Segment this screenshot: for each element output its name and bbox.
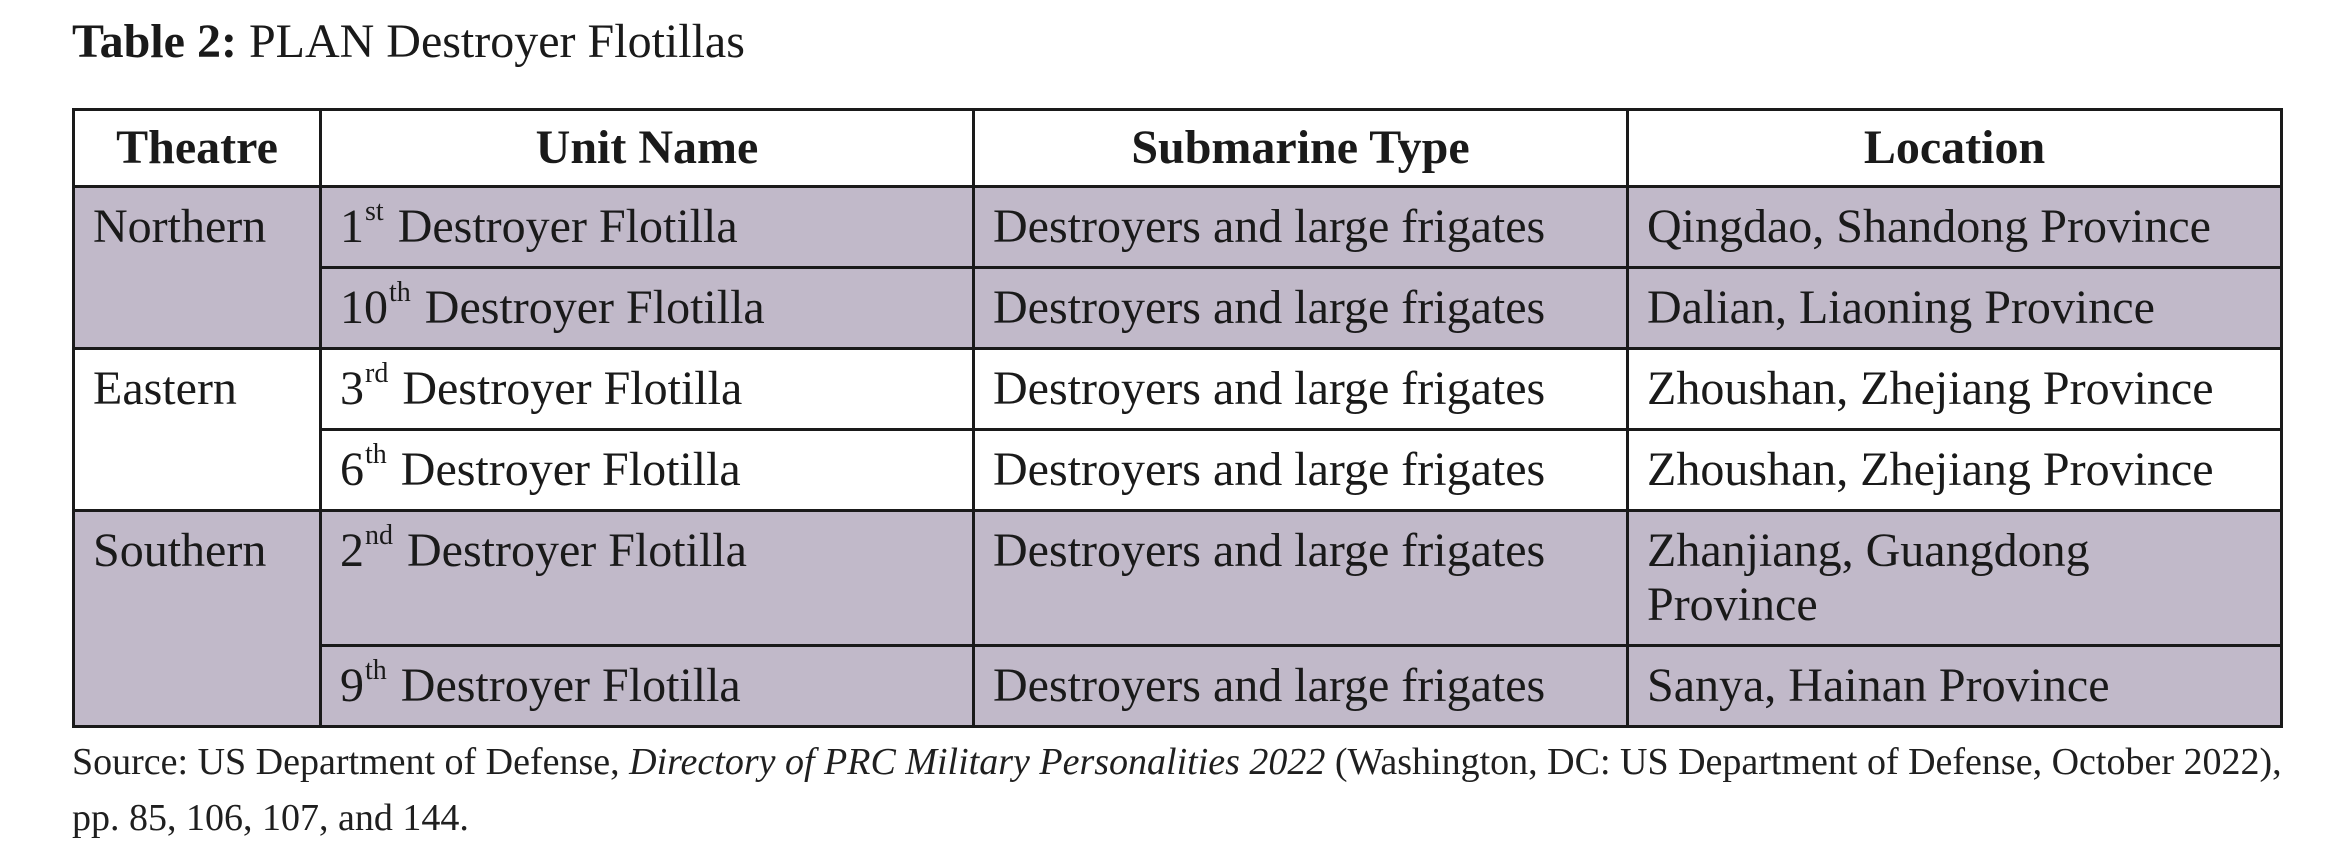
unit-ordinal: th — [389, 277, 411, 308]
unit-ordinal: st — [365, 196, 384, 227]
unit-name-cell: 6th Destroyer Flotilla — [319, 428, 975, 512]
unit-suffix: Destroyer Flotilla — [390, 362, 743, 415]
location-cell: Qingdao, Shandong Province — [1626, 185, 2283, 269]
location-cell: Zhoushan, Zhejiang Province — [1626, 347, 2283, 431]
table-row: 9th Destroyer Flotilla Destroyers and la… — [73, 644, 2283, 728]
flotillas-table: Theatre Unit Name Submarine Type Locatio… — [72, 108, 2283, 728]
unit-name-cell: 10th Destroyer Flotilla — [319, 266, 975, 350]
header-theatre: Theatre — [72, 108, 322, 188]
type-cell: Destroyers and large frigates — [972, 509, 1629, 647]
unit-name-cell: 3rd Destroyer Flotilla — [319, 347, 975, 431]
caption-title: PLAN Destroyer Flotillas — [248, 15, 745, 68]
header-unit-name: Unit Name — [319, 108, 975, 188]
table-caption: Table 2: PLAN Destroyer Flotillas — [72, 14, 745, 70]
unit-name-cell: 9th Destroyer Flotilla — [319, 644, 975, 728]
theatre-cell: Eastern — [72, 347, 322, 512]
source-suffix: (Washington, DC: US Department of Defens… — [72, 741, 2282, 839]
header-location: Location — [1626, 108, 2283, 188]
type-cell: Destroyers and large frigates — [972, 266, 1629, 350]
type-cell: Destroyers and large frigates — [972, 347, 1629, 431]
unit-name-cell: 1st Destroyer Flotilla — [319, 185, 975, 269]
source-publication: Directory of PRC Military Personalities … — [629, 741, 1326, 783]
table-row: 6th Destroyer Flotilla Destroyers and la… — [73, 428, 2283, 512]
unit-number: 6 — [340, 443, 364, 496]
unit-suffix: Destroyer Flotilla — [388, 659, 741, 712]
caption-label: Table 2: — [72, 15, 237, 68]
unit-number: 3 — [340, 362, 364, 415]
table-row: Southern 2nd Destroyer Flotilla Destroye… — [72, 509, 2283, 728]
table-row: Northern 1st Destroyer Flotilla Destroye… — [72, 185, 2283, 350]
unit-ordinal: rd — [365, 358, 389, 389]
header-submarine-type: Submarine Type — [972, 108, 1629, 188]
table-row: Eastern 3rd Destroyer Flotilla Destroyer… — [72, 347, 2283, 512]
location-cell: Zhanjiang, Guangdong Province — [1626, 509, 2283, 647]
source-note: Source: US Department of Defense, Direct… — [72, 734, 2302, 846]
table-row: 10th Destroyer Flotilla Destroyers and l… — [73, 266, 2283, 350]
type-cell: Destroyers and large frigates — [972, 428, 1629, 512]
theatre-cell: Southern — [72, 509, 322, 728]
unit-suffix: Destroyer Flotilla — [388, 443, 741, 496]
header-row: Theatre Unit Name Submarine Type Locatio… — [72, 108, 2283, 188]
unit-ordinal: th — [365, 655, 387, 686]
unit-suffix: Destroyer Flotilla — [385, 200, 738, 253]
unit-number: 9 — [340, 659, 364, 712]
unit-ordinal: nd — [365, 520, 393, 551]
location-cell: Dalian, Liaoning Province — [1626, 266, 2283, 350]
unit-number: 10 — [340, 281, 388, 334]
type-cell: Destroyers and large frigates — [972, 644, 1629, 728]
location-cell: Sanya, Hainan Province — [1626, 644, 2283, 728]
unit-suffix: Destroyer Flotilla — [412, 281, 765, 334]
type-cell: Destroyers and large frigates — [972, 185, 1629, 269]
unit-number: 1 — [340, 200, 364, 253]
theatre-cell: Northern — [72, 185, 322, 350]
location-cell: Zhoushan, Zhejiang Province — [1626, 428, 2283, 512]
source-prefix: Source: US Department of Defense, — [72, 741, 630, 783]
unit-number: 2 — [340, 524, 364, 577]
unit-name-cell: 2nd Destroyer Flotilla — [319, 509, 975, 647]
unit-ordinal: th — [365, 439, 387, 470]
unit-suffix: Destroyer Flotilla — [395, 524, 747, 577]
